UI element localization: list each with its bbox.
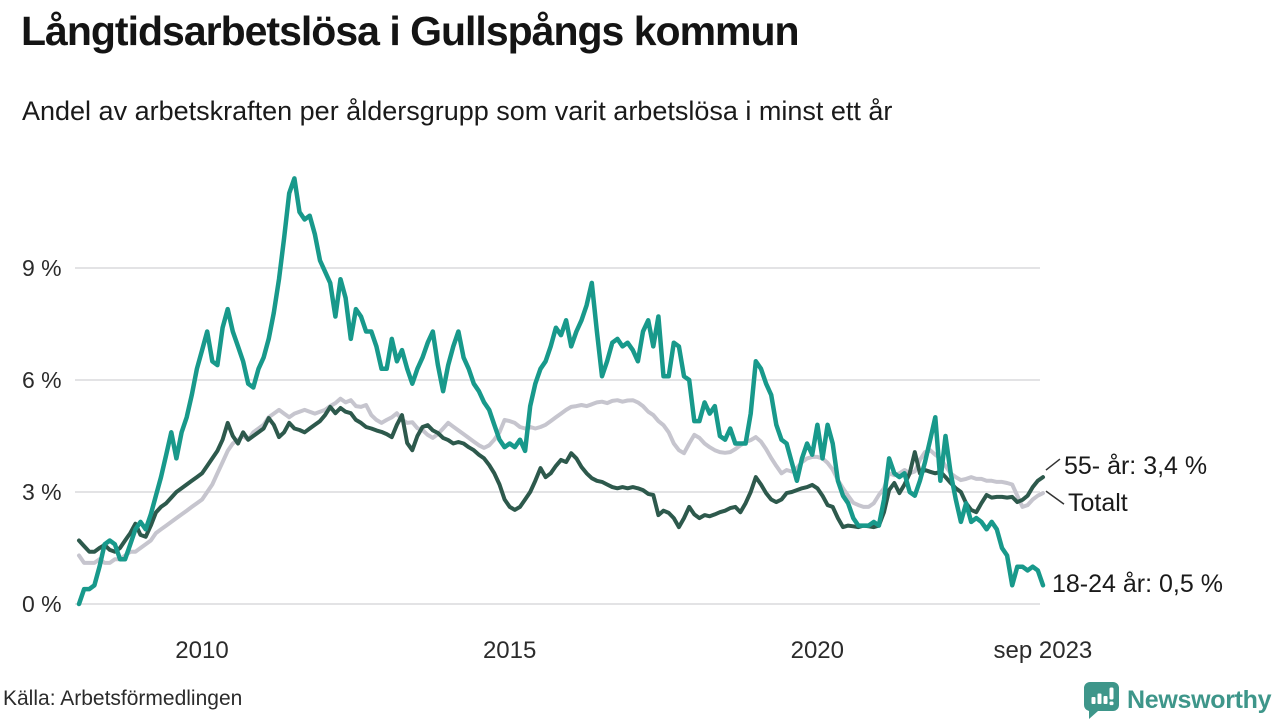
series-annotation: 18-24 år: 0,5 %	[1052, 570, 1223, 598]
y-axis-tick-label: 0 %	[22, 591, 62, 617]
newsworthy-logo-text: Newsworthy	[1127, 685, 1272, 714]
y-axis-tick-label: 3 %	[22, 479, 62, 505]
series-line-totalt	[77, 396, 1045, 565]
annotation-leader-line	[1045, 458, 1061, 471]
x-axis-tick-label: 2010	[175, 637, 228, 664]
x-axis-tick-label: 2020	[791, 637, 844, 664]
series-annotation: Totalt	[1068, 489, 1128, 517]
page-title: Långtidsarbetslösa i Gullspångs kommun	[21, 8, 800, 54]
chart-subtitle: Andel av arbetskraften per åldersgrupp s…	[22, 96, 893, 126]
source-note: Källa: Arbetsförmedlingen	[3, 687, 243, 710]
newsworthy-logo-icon	[1083, 682, 1119, 719]
x-axis-tick-label: 2015	[483, 637, 536, 664]
y-axis-tick-label: 9 %	[22, 255, 62, 281]
newsworthy-logo: Newsworthy	[1083, 680, 1278, 720]
series-annotation: 55- år: 3,4 %	[1064, 452, 1207, 480]
y-axis-tick-label: 6 %	[22, 367, 62, 393]
series-line-18-24-r	[76, 176, 1046, 607]
x-axis-tick-label: sep 2023	[994, 637, 1093, 664]
series-line-55-r	[77, 404, 1045, 554]
annotation-leader-line	[1045, 490, 1065, 505]
